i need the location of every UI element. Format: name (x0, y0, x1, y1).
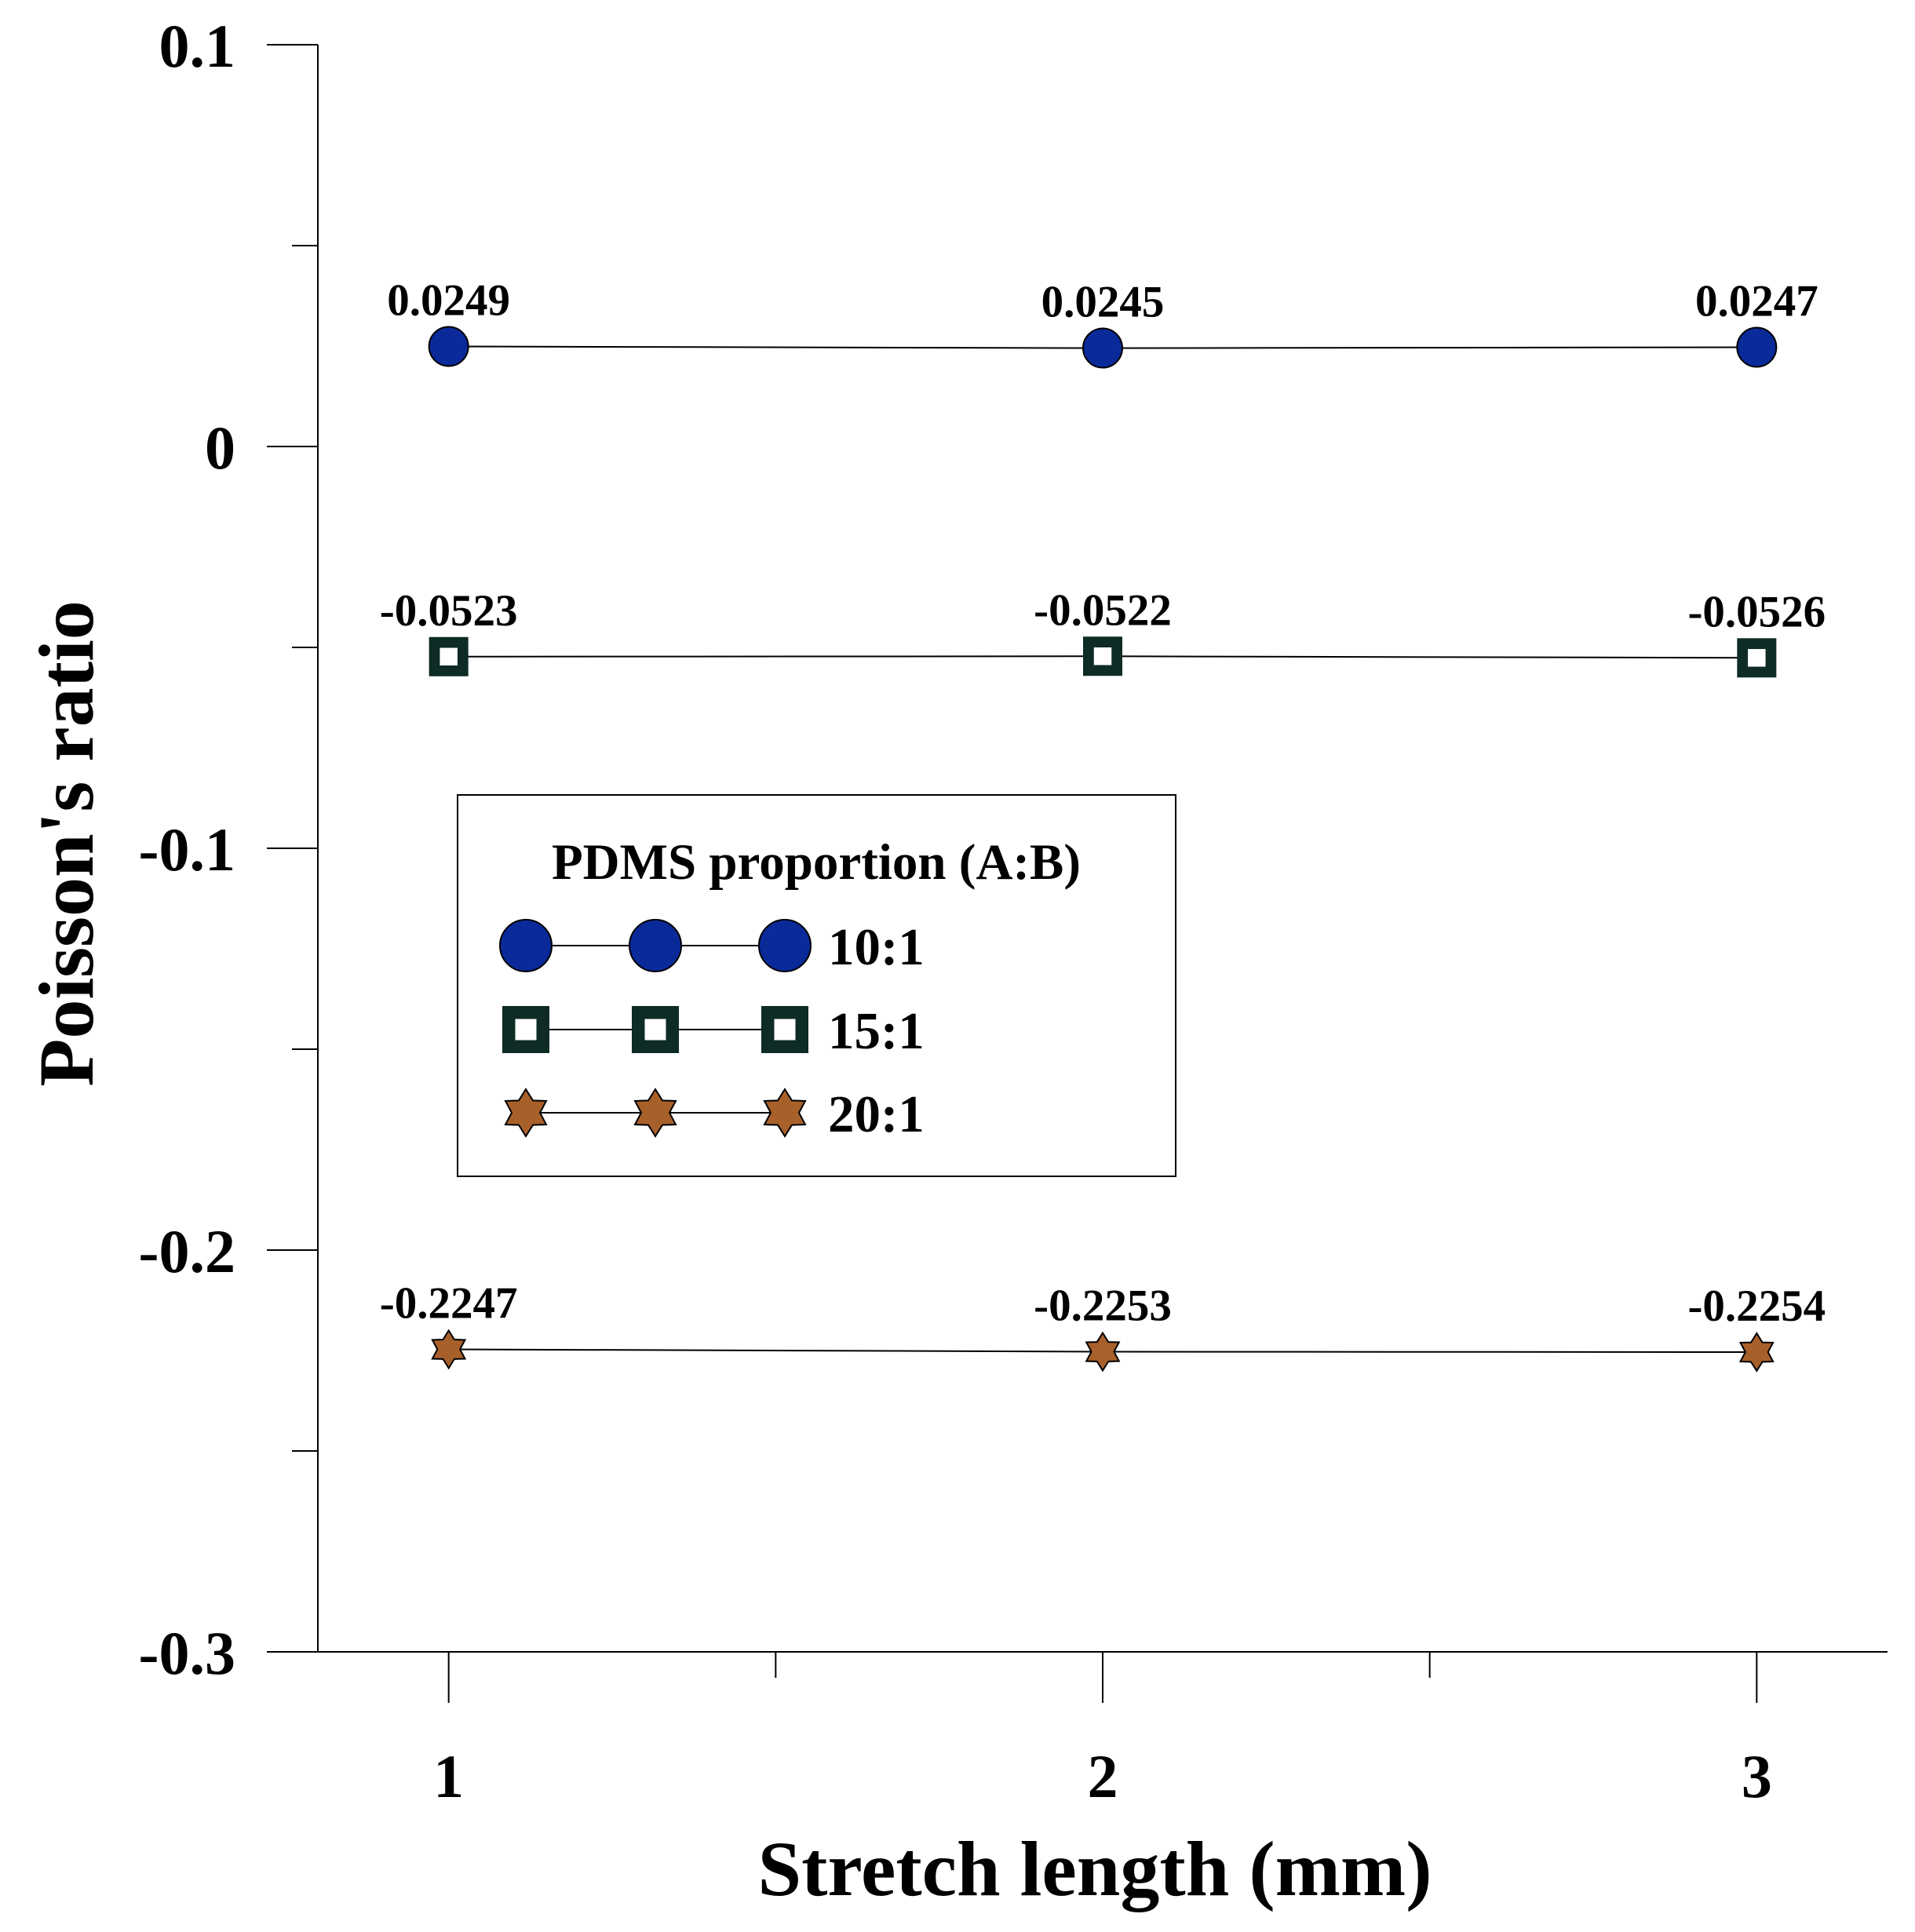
data-label: 0.0247 (1695, 277, 1818, 326)
marker-square (502, 1006, 549, 1053)
series-20-1: -0.2247 -0.2253 -0.2254 (380, 1278, 1826, 1372)
legend-title: PDMS proportion (A:B) (552, 834, 1081, 891)
legend-label: 15:1 (828, 1002, 925, 1060)
legend-item: 10:1 (499, 918, 925, 976)
marker-square-inner (440, 647, 458, 666)
marker-circle (1736, 326, 1778, 368)
marker-square-inner (774, 1019, 796, 1041)
x-axis-title: Stretch length (mm) (757, 1825, 1432, 1912)
marker-square (632, 1006, 679, 1053)
marker-square-inner (1748, 649, 1766, 667)
marker-square (761, 1006, 808, 1053)
axes: 0.1 0 -0.1 -0.2 -0.3 1 2 3 (139, 12, 1888, 1810)
data-label: 0.0245 (1041, 278, 1165, 327)
marker-circle (758, 919, 812, 972)
x-tick-label: 1 (433, 1742, 464, 1810)
marker-circle (1082, 327, 1123, 369)
marker-star (1738, 1332, 1775, 1372)
data-label: -0.2253 (1034, 1281, 1172, 1331)
legend: PDMS proportion (A:B) 10:1 15:1 20:1 (457, 794, 1176, 1177)
marker-star (1085, 1331, 1121, 1372)
data-label: 0.0249 (387, 276, 510, 326)
series-15-1: -0.0523 -0.0522 -0.0526 (380, 585, 1826, 678)
series-10-1: 0.0249 0.0245 0.0247 (387, 276, 1818, 369)
marker-star (633, 1088, 677, 1138)
marker-star (504, 1088, 548, 1138)
marker-circle (499, 919, 553, 972)
legend-label: 10:1 (828, 918, 925, 976)
data-label: -0.2247 (380, 1278, 518, 1328)
legend-item: 15:1 (502, 1002, 925, 1060)
marker-square-inner (515, 1019, 537, 1041)
legend-label: 20:1 (828, 1085, 925, 1143)
y-tick-label: -0.1 (139, 815, 235, 884)
marker-square (429, 636, 469, 676)
x-tick-label: 2 (1088, 1742, 1118, 1810)
data-label: -0.2254 (1687, 1281, 1826, 1331)
data-label: -0.0522 (1034, 585, 1172, 635)
marker-square (1737, 638, 1777, 678)
marker-star (431, 1329, 467, 1370)
y-tick-label: -0.3 (139, 1619, 235, 1687)
y-axis-title: Poisson's ratio (23, 600, 110, 1086)
x-tick-label: 3 (1742, 1742, 1772, 1810)
marker-star (763, 1088, 807, 1138)
marker-square-inner (1093, 647, 1112, 665)
series-layer: 0.0249 0.0245 0.0247-0.0523 -0.0522 -0.0526-… (380, 276, 1826, 1372)
marker-square (1083, 636, 1122, 676)
legend-item: 20:1 (504, 1085, 925, 1143)
data-label: -0.0526 (1687, 587, 1826, 636)
y-tick-label: 0 (205, 414, 235, 482)
marker-circle (428, 326, 469, 367)
marker-square-inner (644, 1019, 666, 1041)
y-tick-label: -0.2 (139, 1217, 235, 1285)
marker-circle (629, 919, 682, 972)
data-label: -0.0523 (380, 586, 518, 636)
y-tick-label: 0.1 (159, 12, 236, 80)
